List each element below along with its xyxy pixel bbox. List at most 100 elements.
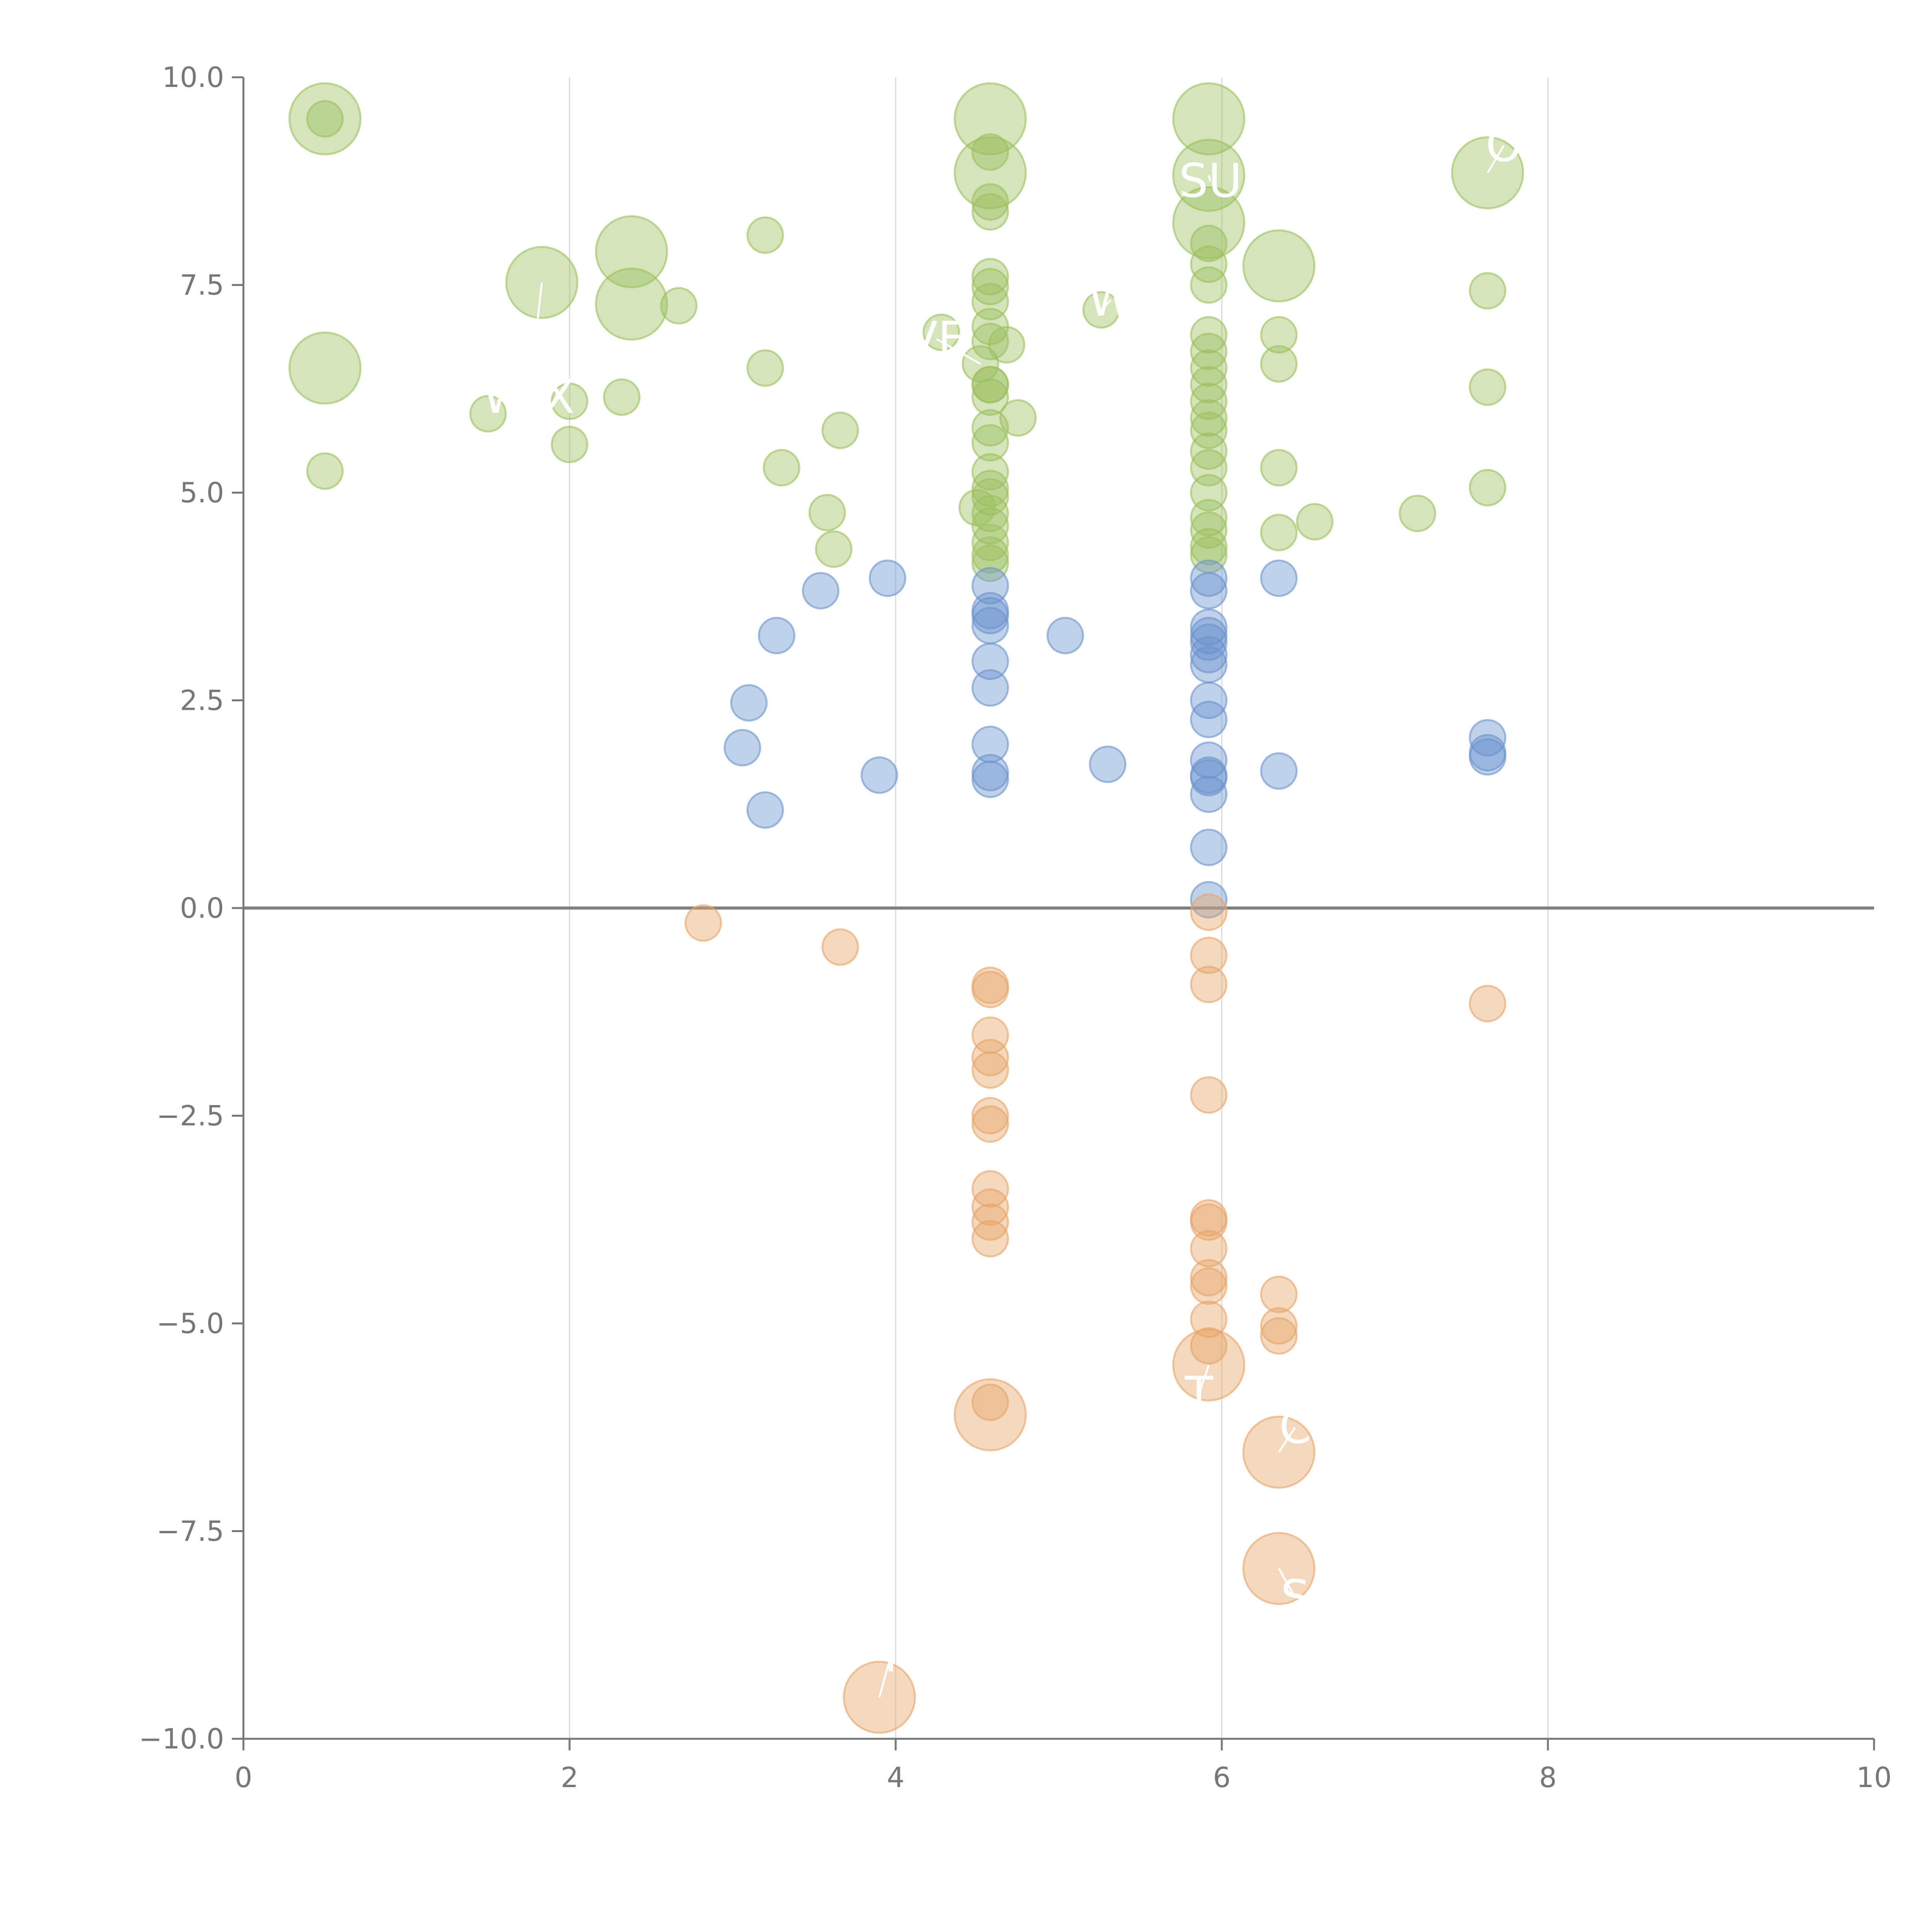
data-point-high: [1260, 449, 1298, 486]
y-tick-label: −2.5: [156, 1100, 224, 1132]
y-tick-label: 2.5: [180, 684, 224, 717]
data-point-high: [971, 495, 1009, 532]
annotation-label: T: [1184, 1367, 1213, 1421]
annotation-leader-line: [1198, 1364, 1210, 1395]
data-point-low: [971, 1383, 1009, 1421]
data-point-high: [595, 215, 668, 288]
data-point-high: [1398, 495, 1436, 532]
data-point-low: [821, 928, 859, 966]
data-point-mid: [730, 684, 768, 722]
data-point-low: [1190, 1267, 1228, 1305]
data-point-high: [1190, 224, 1228, 262]
data-point-high: [821, 412, 859, 449]
data-point-mid: [971, 669, 1009, 707]
data-point-mid: [1190, 881, 1228, 918]
data-point-high: [971, 478, 1009, 516]
data-point-high: [763, 449, 801, 486]
data-point-low: [1190, 1300, 1228, 1338]
x-tick-label: 4: [887, 1761, 905, 1794]
data-point-high: [595, 267, 668, 341]
annotation-leader-line: [1278, 1427, 1296, 1453]
y-tick-label: −7.5: [156, 1515, 224, 1548]
data-point-high: [603, 378, 641, 416]
data-point-mid: [1190, 828, 1228, 866]
data-point-high: [1469, 368, 1507, 406]
annotation-label: C: [1279, 1400, 1311, 1454]
annotation-label: S: [1281, 1571, 1310, 1624]
data-point-high: [971, 378, 1009, 416]
data-point-low: [971, 971, 1009, 1009]
data-point-high: [808, 494, 846, 532]
axis-layer: 10.0 7.5 5.0 2.5 0.0 −2.5 −5.0 −7.5 −10.0 0 2 4 6 8 10: [139, 61, 1891, 1794]
data-point-high: [971, 193, 1009, 231]
data-point-high: [971, 323, 1009, 361]
data-point-low: [971, 1097, 1009, 1134]
data-point-low: [1190, 1076, 1228, 1114]
data-point-low: [971, 1203, 1009, 1241]
data-point-high: [1260, 345, 1298, 383]
data-point-low: [1190, 1230, 1228, 1267]
data-point-high: [306, 100, 344, 138]
data-point-high: [746, 349, 784, 387]
data-point-high: [971, 183, 1009, 221]
data-point-high: [971, 409, 1009, 447]
y-tick-label: 7.5: [180, 269, 224, 301]
y-tick-label: 5.0: [180, 476, 224, 509]
data-point-mid: [1260, 752, 1298, 790]
data-point-mid: [1190, 623, 1228, 661]
data-point-high: [971, 133, 1009, 171]
data-point-mid: [802, 572, 840, 610]
data-point-high: [1190, 432, 1228, 470]
annotation-leader-line: [1486, 145, 1505, 173]
data-point-high: [815, 530, 853, 568]
data-point-low: [971, 1039, 1009, 1077]
data-point-high: [1260, 316, 1298, 354]
data-point-high: [551, 425, 588, 463]
data-point-high: [1190, 528, 1228, 566]
data-point-high: [288, 332, 362, 405]
x-tick-label: 6: [1213, 1761, 1231, 1794]
data-point-mid: [1190, 759, 1228, 796]
data-point-low: [1190, 1203, 1228, 1241]
annotation-leader-line: [1208, 175, 1211, 182]
data-point-mid: [746, 791, 784, 829]
data-point-high: [971, 536, 1009, 574]
data-point-high: [922, 313, 960, 351]
data-point-mid: [1190, 559, 1228, 597]
data-point-high: [551, 383, 588, 420]
data-point-low: [971, 1105, 1009, 1143]
data-point-mid: [723, 729, 761, 767]
data-point-low: [1190, 937, 1228, 975]
data-point-high: [1469, 469, 1507, 507]
x-tick-label: 10: [1856, 1761, 1892, 1794]
data-point-mid: [1469, 738, 1507, 776]
data-point-low: [684, 904, 722, 942]
data-point-high: [971, 366, 1009, 403]
data-point-high: [1190, 366, 1228, 403]
data-point-mid: [861, 756, 898, 794]
point-layer: [288, 82, 1524, 1734]
data-point-mid: [971, 607, 1009, 645]
data-point-high: [1190, 333, 1228, 370]
data-point-mid: [1190, 775, 1228, 813]
annotation-label: VE: [906, 312, 967, 366]
data-point-high: [1190, 349, 1228, 387]
data-point-mid: [1046, 617, 1084, 655]
x-tick-label: 0: [235, 1761, 252, 1794]
data-point-mid: [1190, 701, 1228, 738]
data-point-high: [999, 399, 1037, 437]
data-point-mid: [1190, 682, 1228, 719]
data-point-high: [660, 287, 698, 325]
data-point-high: [306, 452, 344, 490]
data-point-high: [746, 216, 784, 254]
annotation-leader-line: [1100, 299, 1112, 311]
annotation-label: W: [1088, 273, 1134, 327]
data-point-mid: [1089, 745, 1127, 783]
data-point-low: [1260, 1307, 1298, 1345]
data-point-mid: [1260, 559, 1298, 597]
data-point-high: [971, 268, 1009, 306]
data-point-low: [971, 1220, 1009, 1258]
annotation-label: I: [884, 1629, 898, 1683]
